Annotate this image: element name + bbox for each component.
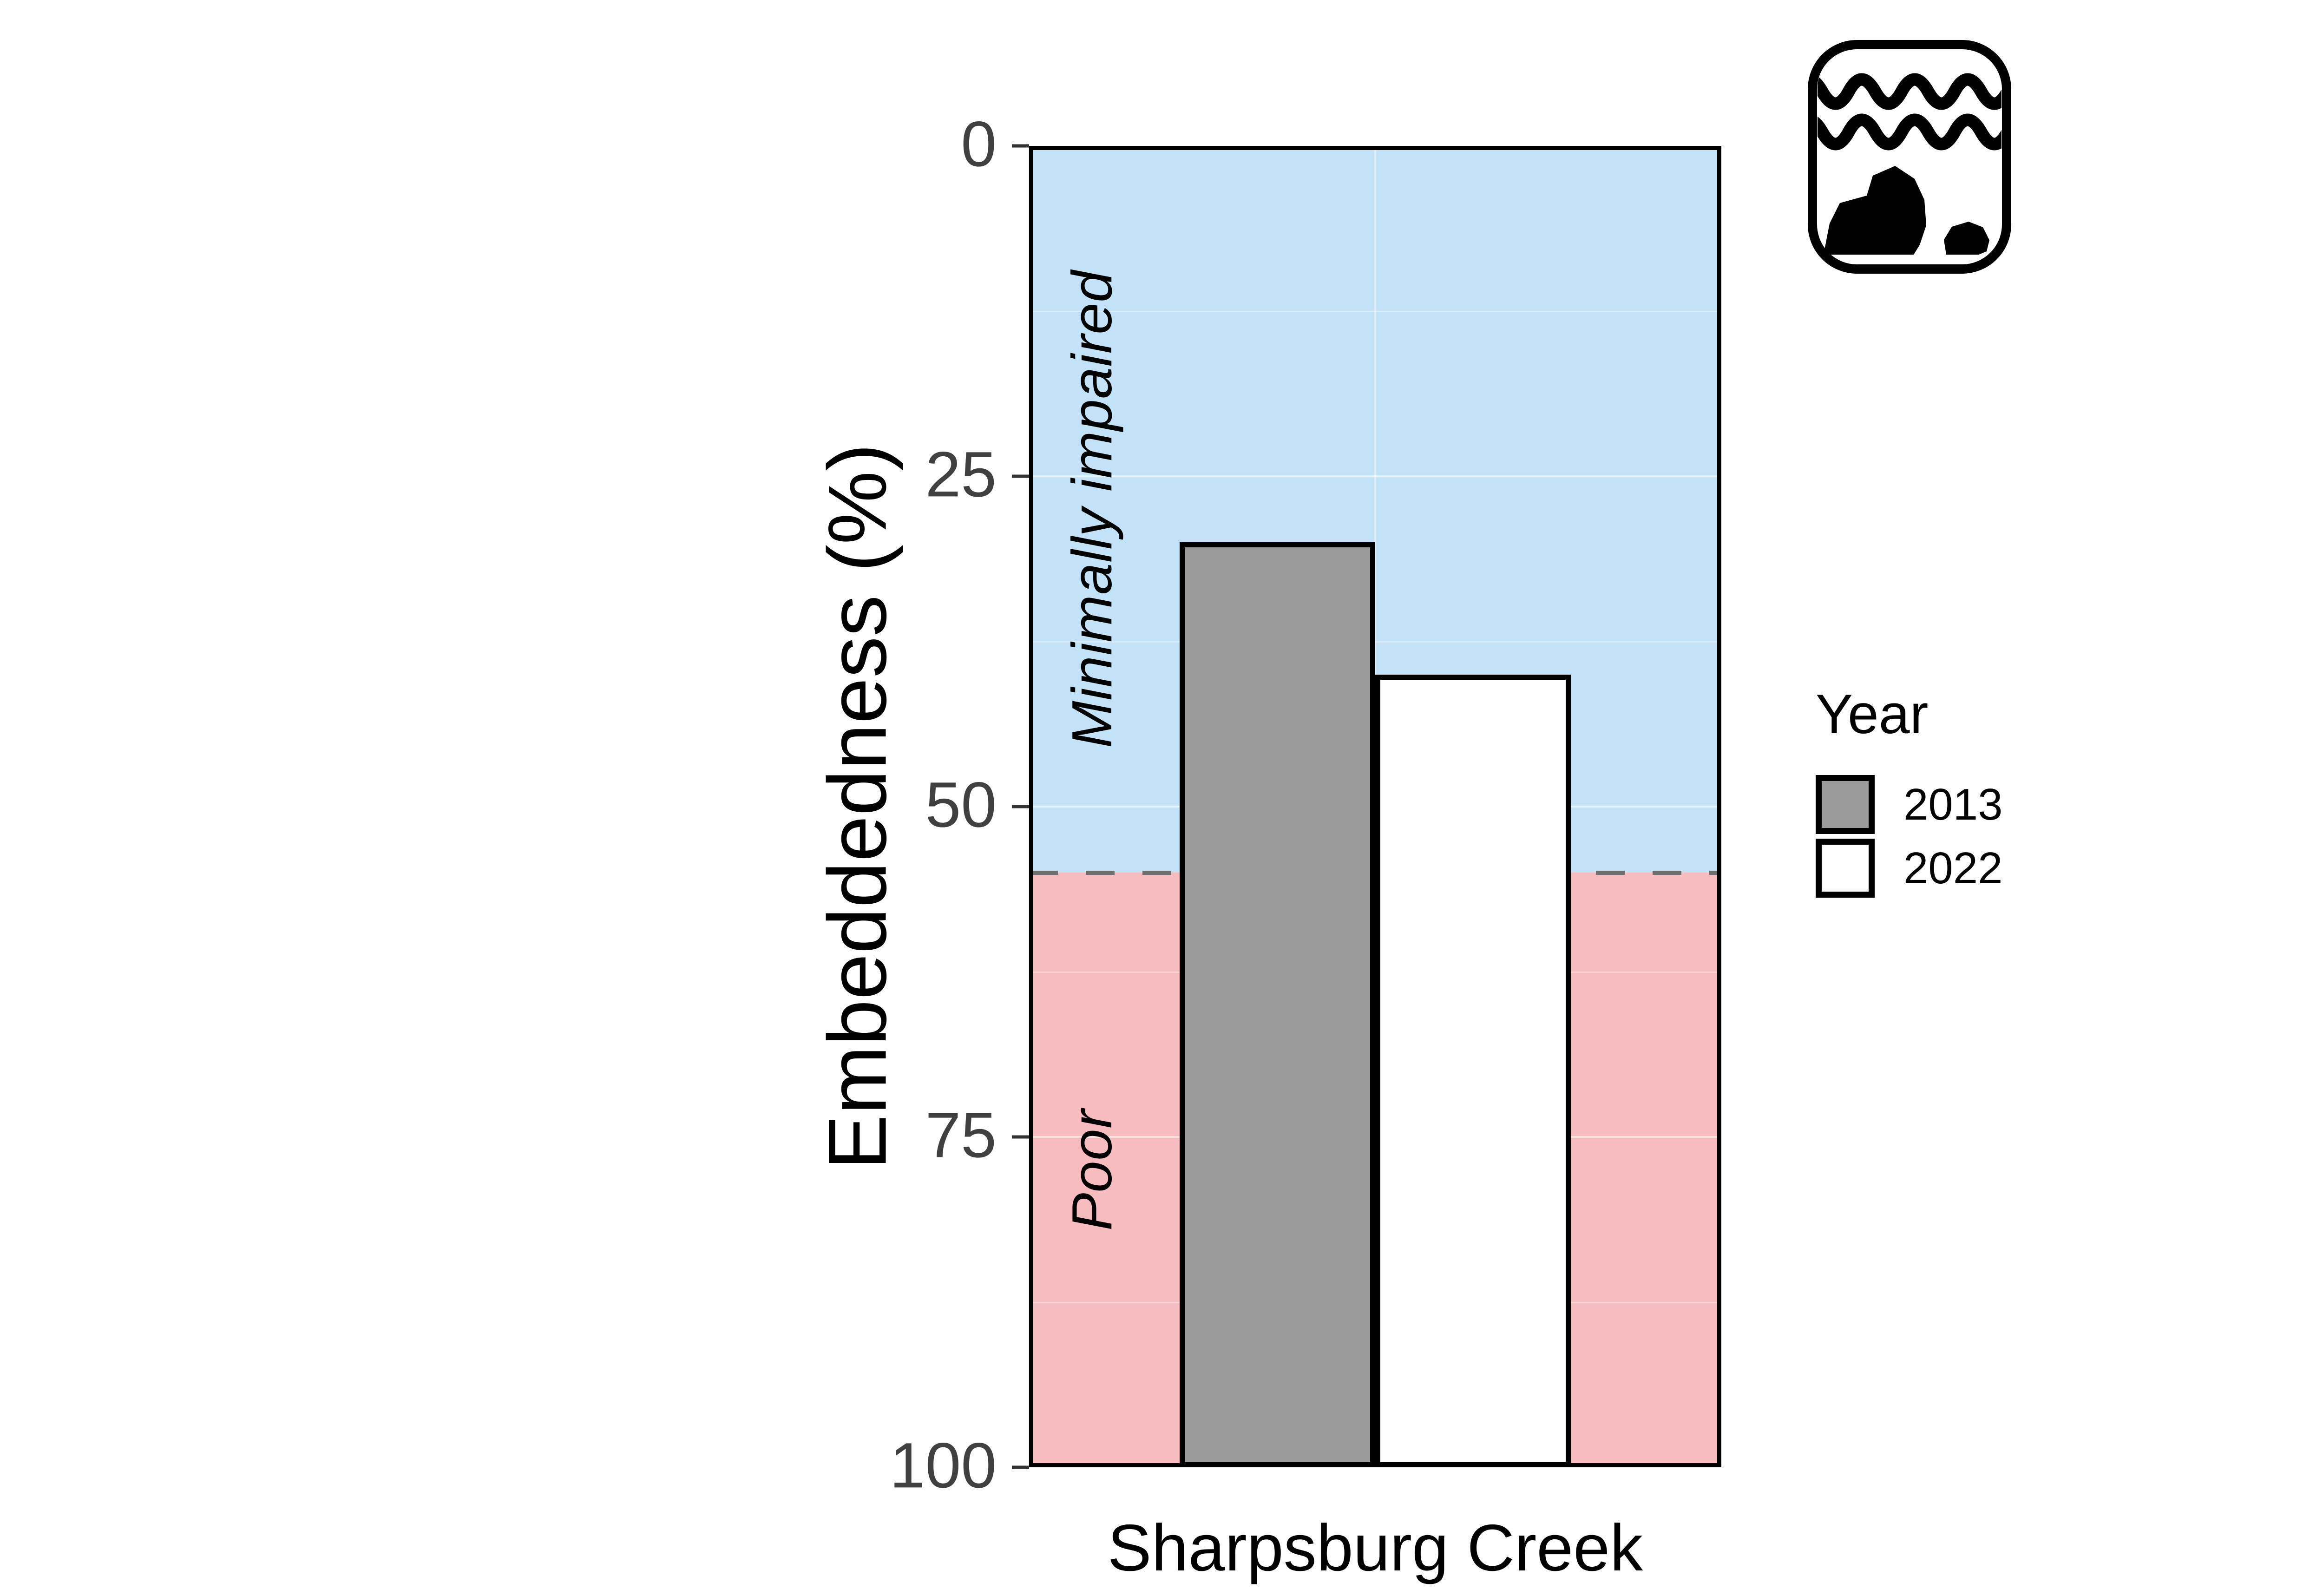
minor-gridline — [1029, 641, 1721, 643]
legend: Year 2013 2022 — [1816, 682, 2003, 902]
zone-label-minimally-impaired: Minimally impaired — [1060, 270, 1123, 749]
y-tick-label: 25 — [925, 439, 997, 511]
bar-2013 — [1180, 542, 1375, 1467]
wave-line-1 — [1818, 73, 2001, 110]
bar-2022 — [1375, 674, 1571, 1467]
minor-gridline — [1029, 310, 1721, 312]
y-tick-mark — [1012, 805, 1029, 808]
legend-label-2022: 2022 — [1903, 843, 2003, 893]
small-rock — [1944, 222, 1989, 255]
y-tick-label: 75 — [925, 1099, 997, 1171]
y-tick-mark — [1012, 474, 1029, 478]
wave-line-2 — [1818, 113, 2001, 151]
legend-title: Year — [1816, 683, 1929, 745]
legend-key-2013 — [1816, 775, 1875, 834]
zone-label-poor: Poor — [1060, 1109, 1123, 1231]
legend-label-2013: 2013 — [1903, 779, 2003, 829]
large-rock — [1824, 166, 1926, 255]
plot-panel: Minimally impaired Poor — [1029, 146, 1721, 1467]
legend-entry-2022: 2022 — [1816, 839, 2003, 898]
y-tick-mark — [1012, 1135, 1029, 1139]
x-tick-label: Sharpsburg Creek — [1107, 1511, 1643, 1585]
y-tick-label: 50 — [925, 769, 997, 841]
y-tick-label: 100 — [889, 1430, 997, 1502]
y-tick-mark — [1012, 144, 1029, 148]
y-tick-mark — [1012, 1465, 1029, 1469]
water-over-rocks-icon — [1808, 40, 2011, 274]
legend-key-2022 — [1816, 839, 1875, 898]
y-tick-label: 0 — [961, 108, 997, 180]
legend-entry-2013: 2013 — [1816, 775, 2003, 834]
icon-art — [1818, 73, 2001, 255]
major-gridline — [1029, 475, 1721, 477]
